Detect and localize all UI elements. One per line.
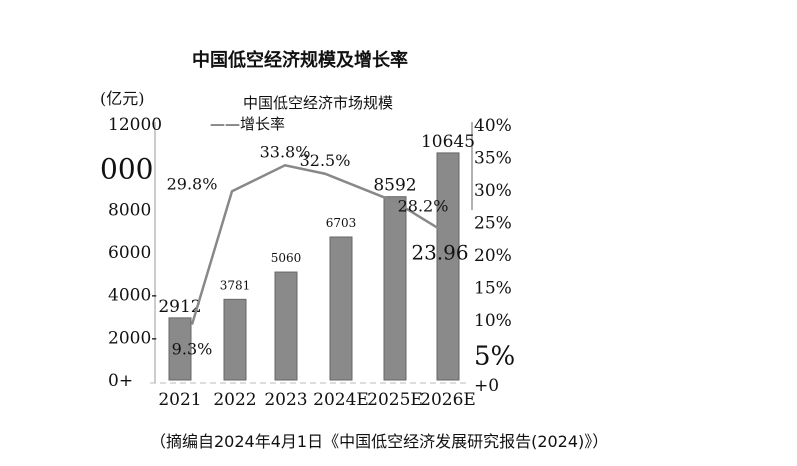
legend-line: ——增长率 [210,115,285,133]
x-tick-label: 2026E [420,390,476,410]
legend-bar: 中国低空经济市场规模 [243,94,393,112]
y-tick-label: 0+ [108,371,133,391]
y2-tick-label: 10% [474,311,512,331]
growth-rate-label: 23.96 [411,240,468,264]
x-tick-label: 2021 [158,390,201,410]
y-tick-label: 8000 [108,200,151,220]
bar-2021 [168,317,192,381]
y-tick-label: 4000- [108,286,157,306]
x-tick-label: 2024E [313,390,369,410]
y2-tick-label: 5% [474,342,515,372]
y-tick-label: 2000- [108,328,157,348]
growth-rate-line [190,163,441,325]
y2-tick-label: 40% [474,116,512,136]
growth-rate-label: 28.2% [398,197,449,216]
growth-rate-label: 9.3% [172,340,213,359]
y2-tick-label: 35% [474,149,512,169]
growth-rate-label: 33.8% [260,142,311,161]
bar-2024E [329,236,353,381]
source-note: （摘编自2024年4月1日《中国低空经济发展研究报告(2024)》） [150,432,609,451]
y-axis-label: (亿元) [100,89,145,108]
bar-value-label: 8592 [373,176,416,196]
growth-rate-label: 32.5% [300,151,351,170]
y2-tick-label: +0 [474,376,499,396]
bar-value-label: 3781 [220,278,251,292]
bar-value-label: 2912 [158,297,201,317]
bar-value-label: 6703 [326,216,357,230]
bar-value-label: 5060 [271,251,302,265]
bar-2025E [383,196,407,381]
chart-title: 中国低空经济规模及增长率 [192,50,408,71]
bar-value-label: 10645 [421,132,475,152]
y2-tick-label: 20% [474,246,512,266]
y-tick-label: 6000 [108,243,151,263]
y2-tick-label: 30% [474,181,512,201]
y-tick-label: 000 [100,153,153,186]
bar-2022 [223,298,247,381]
growth-rate-label: 29.8% [167,174,218,193]
y2-tick-label: 25% [474,214,512,234]
x-tick-label: 2023 [264,390,307,410]
bar-2026E [436,152,460,381]
x-tick-label: 2025E [367,390,423,410]
bar-2023 [274,271,298,381]
y2-tick-label: 15% [474,279,512,299]
y-tick-label: 12000 [108,115,162,135]
x-tick-label: 2022 [213,390,256,410]
